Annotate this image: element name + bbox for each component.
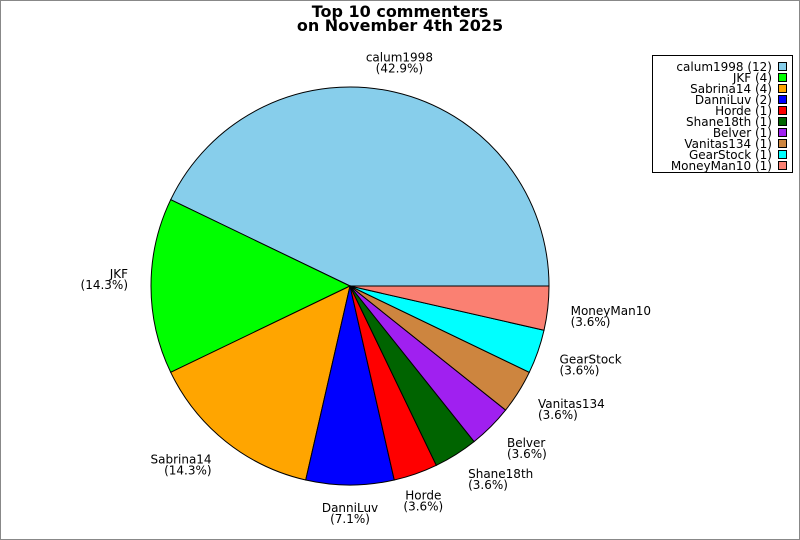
legend-entry-label: MoneyMan10 (1)	[671, 159, 772, 173]
legend-box	[652, 55, 793, 173]
slice-label: Horde	[405, 489, 441, 503]
slice-percent-label: (3.6%)	[468, 478, 508, 492]
legend-entry-label: Vanitas134 (1)	[684, 137, 772, 151]
pie-slice-MoneyMan10	[349, 285, 550, 331]
legend-entry-label: Belver (1)	[713, 126, 772, 140]
pie-slice-Sabrina14	[170, 285, 351, 481]
slice-label: calum1998	[366, 51, 433, 65]
legend-swatch-calum1998	[778, 62, 787, 71]
legend-entry-label: Shane18th (1)	[686, 115, 772, 129]
legend-swatch-DanniLuv	[778, 95, 787, 104]
slice-percent-label: (3.6%)	[571, 315, 611, 329]
legend-swatch-MoneyMan10	[778, 161, 787, 170]
slice-label: Shane18th	[468, 467, 533, 481]
legend-swatch-GearStock	[778, 150, 787, 159]
slice-percent-label: (42.9%)	[376, 62, 423, 76]
slice-percent-label: (3.6%)	[403, 500, 443, 514]
slice-percent-label: (14.3%)	[164, 464, 211, 478]
slice-label: JKF	[109, 267, 128, 281]
pie-slice-JKF	[150, 198, 352, 374]
legend-entry-label: GearStock (1)	[689, 148, 772, 162]
legend-entry-label: calum1998 (12)	[676, 60, 772, 74]
legend-swatch-Vanitas134	[778, 139, 787, 148]
pie-slice-calum1998	[170, 86, 550, 287]
slice-percent-label: (14.3%)	[81, 278, 128, 292]
legend-swatch-Shane18th	[778, 117, 787, 126]
legend-entry-label: Horde (1)	[715, 104, 772, 118]
chart-title-line-1: Top 10 commenters	[312, 2, 489, 21]
slice-label: GearStock	[560, 352, 622, 366]
legend-swatch-Horde	[778, 106, 787, 115]
slice-label: DanniLuv	[322, 501, 378, 515]
slice-percent-label: (7.1%)	[330, 512, 370, 526]
legend-swatch-Belver	[778, 128, 787, 137]
legend-entry-label: Sabrina14 (4)	[690, 82, 772, 96]
legend-entry-label: DanniLuv (2)	[695, 93, 772, 107]
slice-label: Vanitas134	[538, 397, 605, 411]
legend-swatch-Sabrina14	[778, 84, 787, 93]
slice-percent-label: (3.6%)	[538, 408, 578, 422]
slice-label: Belver	[507, 436, 545, 450]
slice-percent-label: (3.6%)	[507, 447, 547, 461]
slice-percent-label: (3.6%)	[560, 363, 600, 377]
slice-label: MoneyMan10	[571, 304, 651, 318]
chart-title-line-2: on November 4th 2025	[297, 16, 503, 35]
slice-label: Sabrina14	[150, 453, 211, 467]
legend-swatch-JKF	[778, 73, 787, 82]
legend-entry-label: JKF (4)	[732, 71, 772, 85]
